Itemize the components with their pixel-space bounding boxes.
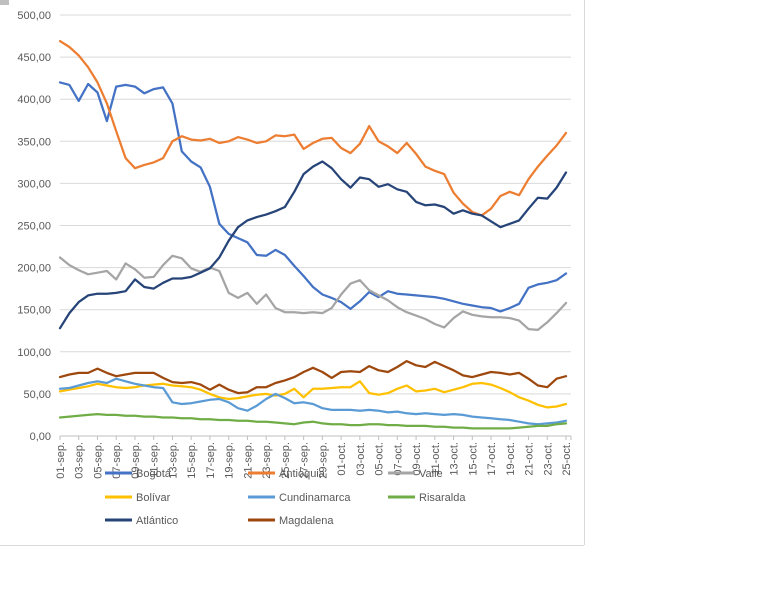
- x-axis-tick-label: 15-oct.: [467, 442, 479, 476]
- series-line-antioquia[interactable]: [58, 39, 568, 217]
- x-axis-tick-label: 23-oct.: [542, 442, 554, 476]
- x-axis-tick-label: 25-oct.: [561, 442, 573, 476]
- series-line-valle[interactable]: [58, 254, 568, 332]
- y-axis-tick-label: 150,00: [17, 305, 51, 317]
- x-axis-tick-label: 25-sep.: [280, 442, 292, 479]
- x-axis-tick-label: 07-sep.: [111, 442, 123, 479]
- y-axis-tick-label: 200,00: [17, 263, 51, 275]
- y-axis-tick-label: 350,00: [17, 136, 51, 148]
- y-axis-tick-label: 400,00: [17, 94, 51, 106]
- legend-item-antioquia[interactable]: Antioquia: [248, 468, 326, 480]
- x-axis-tick-label: 17-sep.: [205, 442, 217, 479]
- y-axis-tick-label: 300,00: [17, 178, 51, 190]
- x-axis-tick-label: 05-oct.: [374, 442, 386, 476]
- x-axis-tick-label: 17-oct.: [486, 442, 498, 476]
- sheet-corner-fragment: [0, 0, 9, 5]
- legend-item-bogota[interactable]: Bogotá: [105, 468, 172, 480]
- legend-label: Magdalena: [279, 515, 334, 527]
- legend-label: Bogotá: [136, 468, 172, 480]
- x-axis-tick-label: 21-oct.: [524, 442, 536, 476]
- y-axis-tick-label: 500,00: [17, 10, 51, 22]
- legend-label: Atlántico: [136, 515, 178, 527]
- x-axis-tick-label: 05-sep.: [92, 442, 104, 479]
- x-axis-tick-label: 19-sep.: [224, 442, 236, 479]
- y-axis-tick-label: 50,00: [23, 389, 51, 401]
- x-axis-tick-label: 03-sep.: [74, 442, 86, 479]
- x-axis-tick-label: 09-oct.: [411, 442, 423, 476]
- y-axis-tick-label: 100,00: [17, 347, 51, 359]
- legend-item-magdalena[interactable]: Magdalena: [248, 515, 334, 527]
- legend-label: Bolívar: [136, 492, 171, 504]
- legend-item-bolivar[interactable]: Bolívar: [105, 492, 171, 504]
- x-axis-tick-label: 23-sep.: [261, 442, 273, 479]
- x-axis-tick-label: 11-oct.: [430, 442, 442, 475]
- y-axis-tick-label: 450,00: [17, 52, 51, 64]
- x-axis-tick-label: 13-sep.: [167, 442, 179, 479]
- series-line-cundinamarca[interactable]: [58, 377, 568, 426]
- x-axis-tick-label: 01-oct.: [336, 442, 348, 476]
- legend-item-risaralda[interactable]: Risaralda: [388, 492, 466, 504]
- x-axis-tick-label: 11-sep.: [149, 442, 161, 478]
- legend-item-valle[interactable]: Valle: [388, 468, 443, 480]
- x-axis-tick-label: 19-oct.: [505, 442, 517, 476]
- series-line-magdalena[interactable]: [58, 359, 568, 395]
- series-line-risaralda[interactable]: [58, 412, 568, 430]
- x-axis-tick-label: 03-oct.: [355, 442, 367, 476]
- y-axis-tick-label: 250,00: [17, 221, 51, 233]
- legend-item-cundinamarca[interactable]: Cundinamarca: [248, 492, 351, 504]
- legend-item-atlantico[interactable]: Atlántico: [105, 515, 178, 527]
- x-axis-tick-label: 07-oct.: [392, 442, 404, 476]
- legend-label: Risaralda: [419, 492, 466, 504]
- x-axis-tick-label: 09-sep.: [130, 442, 142, 479]
- y-axis-tick-label: 0,00: [30, 431, 51, 443]
- series-line-atlantico[interactable]: [58, 160, 568, 330]
- x-axis-tick-label: 27-sep.: [299, 442, 311, 479]
- legend-label: Antioquia: [279, 468, 326, 480]
- x-axis-tick-label: 21-sep.: [242, 442, 254, 479]
- x-axis-tick-label: 29-sep.: [317, 442, 329, 479]
- series-line-bogota[interactable]: [58, 81, 568, 313]
- x-axis-tick-label: 13-oct.: [449, 442, 461, 476]
- x-axis-tick-label: 01-sep.: [55, 442, 67, 479]
- x-axis-tick-label: 15-sep.: [186, 442, 198, 479]
- legend-label: Cundinamarca: [279, 492, 351, 504]
- legend-label: Valle: [419, 468, 443, 480]
